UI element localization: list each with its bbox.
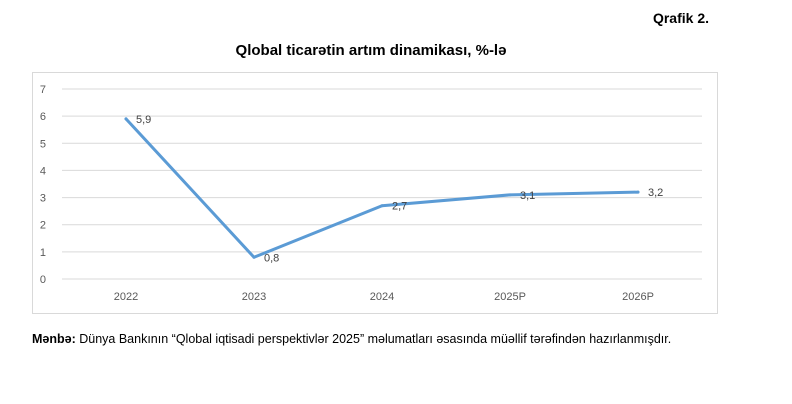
y-tick-label-1: 1 (40, 247, 46, 259)
gridlines (62, 88, 702, 280)
x-tick-label-2025p: 2025P (494, 291, 526, 303)
source-text: Dünya Bankının “Qlobal iqtisadi perspekt… (79, 332, 672, 346)
data-label-2026p: 3,2 (648, 187, 663, 199)
data-point-2024 (380, 204, 384, 208)
data-point-2022 (124, 117, 128, 121)
source-note: Mənbə: Dünya Bankının “Qlobal iqtisadi p… (32, 330, 708, 348)
x-tick-label-2026p: 2026P (622, 291, 654, 303)
series-line-group (124, 117, 640, 259)
source-label: Mənbə: (32, 332, 76, 346)
data-label-2025p: 3,1 (520, 190, 535, 202)
y-tick-label-3: 3 (40, 193, 46, 205)
data-point-2025p (508, 193, 512, 197)
data-labels: 5,9 0,8 2,7 3,1 3,2 (136, 114, 663, 264)
data-label-2022: 5,9 (136, 114, 151, 126)
series-line-0 (124, 117, 640, 259)
x-tick-label-2024: 2024 (370, 291, 394, 303)
x-tick-label-2023: 2023 (242, 291, 266, 303)
y-tick-label-2: 2 (40, 220, 46, 232)
y-tick-label-7: 7 (40, 84, 46, 96)
data-point-2026p (636, 190, 640, 194)
y-tick-label-4: 4 (40, 165, 46, 177)
chart-title: Qlobal ticarətin artım dinamikası, %-lə (235, 42, 507, 59)
chart-frame (32, 72, 718, 314)
y-tick-label-5: 5 (40, 138, 46, 150)
x-axis-tick-labels: 2022 2023 2024 2025P 2026P (114, 291, 654, 303)
figure-label: Qrafik 2. (652, 10, 709, 26)
x-tick-label-2022: 2022 (114, 291, 138, 303)
data-point-2023 (252, 255, 256, 259)
data-label-2024: 2,7 (392, 201, 407, 213)
y-tick-label-6: 6 (40, 111, 46, 123)
y-tick-label-0: 0 (40, 274, 46, 286)
data-label-2023: 0,8 (264, 252, 279, 264)
y-axis-tick-labels: 0 1 2 3 4 5 6 7 (40, 84, 46, 286)
